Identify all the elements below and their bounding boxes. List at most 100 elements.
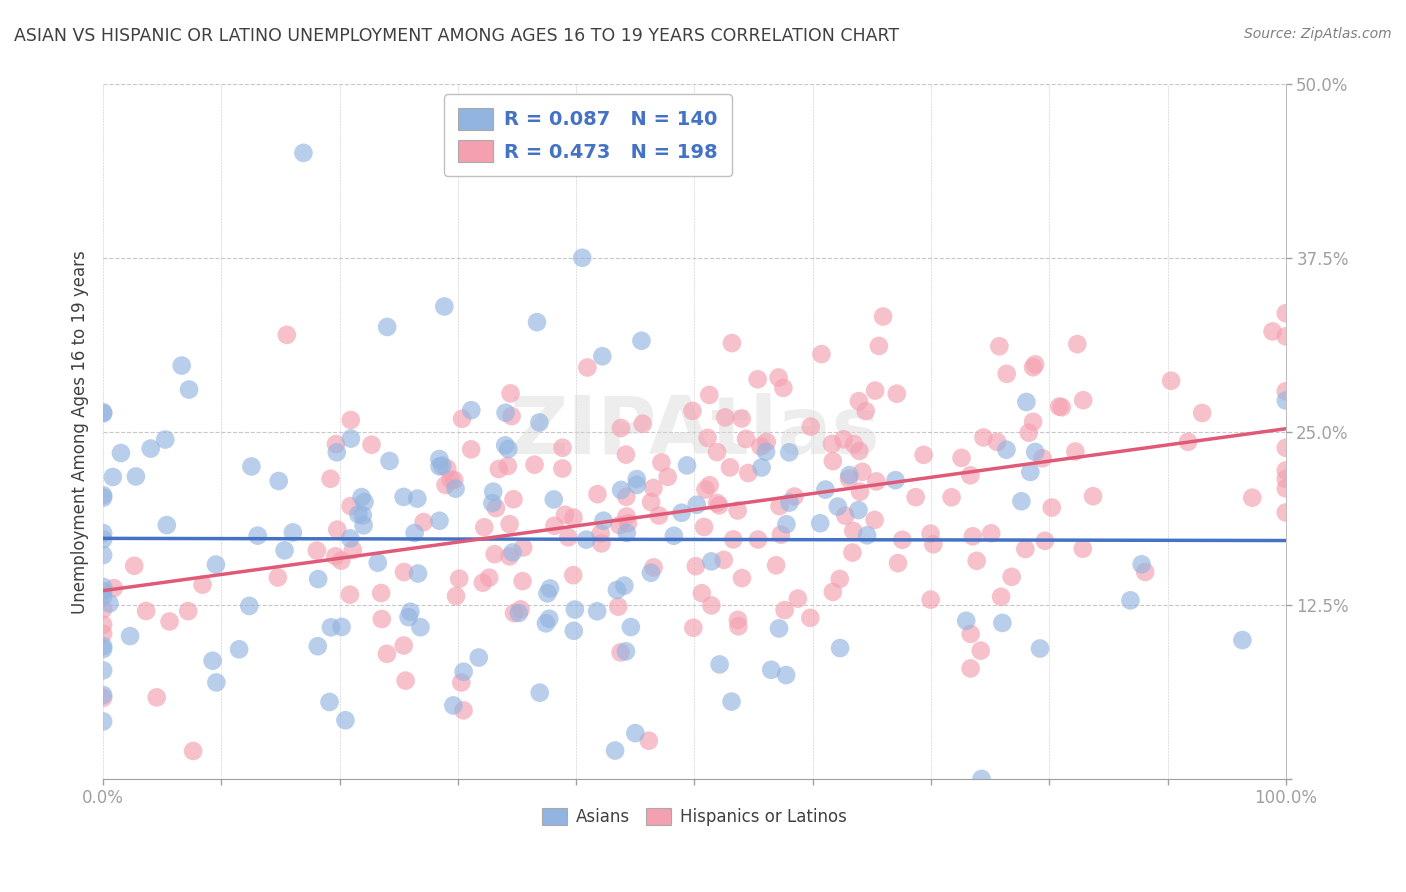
Point xyxy=(1029,641,1052,656)
Point xyxy=(450,675,472,690)
Point xyxy=(814,483,837,497)
Point xyxy=(1191,406,1213,420)
Text: Source: ZipAtlas.com: Source: ZipAtlas.com xyxy=(1244,27,1392,41)
Point xyxy=(339,588,361,602)
Point xyxy=(1022,360,1045,375)
Point xyxy=(1047,400,1070,414)
Point xyxy=(586,487,609,501)
Point xyxy=(360,438,382,452)
Point xyxy=(98,597,121,611)
Point xyxy=(318,695,340,709)
Point xyxy=(472,520,495,534)
Point xyxy=(273,543,295,558)
Point xyxy=(139,442,162,456)
Point xyxy=(607,599,630,614)
Point xyxy=(576,360,599,375)
Point xyxy=(451,411,474,425)
Point xyxy=(404,526,426,541)
Point xyxy=(498,442,520,456)
Point xyxy=(799,611,821,625)
Point xyxy=(353,518,375,533)
Point xyxy=(378,454,401,468)
Point xyxy=(800,419,823,434)
Point xyxy=(613,579,636,593)
Point xyxy=(444,589,467,603)
Point xyxy=(886,386,908,401)
Point xyxy=(614,644,637,658)
Point xyxy=(1024,445,1046,459)
Point xyxy=(292,145,315,160)
Point xyxy=(783,490,806,504)
Point xyxy=(305,543,328,558)
Point xyxy=(828,572,851,586)
Point xyxy=(159,615,181,629)
Point xyxy=(991,615,1014,630)
Point xyxy=(765,558,787,573)
Point xyxy=(340,432,363,446)
Point xyxy=(335,713,357,727)
Point xyxy=(768,622,790,636)
Point xyxy=(91,688,114,702)
Text: ASIAN VS HISPANIC OR LATINO UNEMPLOYMENT AMONG AGES 16 TO 19 YEARS CORRELATION C: ASIAN VS HISPANIC OR LATINO UNEMPLOYMENT… xyxy=(14,27,900,45)
Point xyxy=(980,526,1002,541)
Point xyxy=(205,558,228,572)
Point xyxy=(399,605,422,619)
Point xyxy=(643,560,665,574)
Point xyxy=(699,388,721,402)
Point xyxy=(848,394,870,409)
Point xyxy=(959,661,981,675)
Point xyxy=(392,639,415,653)
Point xyxy=(772,381,794,395)
Point xyxy=(551,461,574,475)
Point xyxy=(433,300,456,314)
Point xyxy=(427,452,450,467)
Point xyxy=(375,320,398,334)
Point xyxy=(91,488,114,502)
Point xyxy=(727,503,749,517)
Point xyxy=(267,474,290,488)
Point xyxy=(238,599,260,613)
Point xyxy=(240,459,263,474)
Point xyxy=(637,733,659,747)
Point xyxy=(1031,451,1053,466)
Point xyxy=(808,516,831,531)
Point xyxy=(1241,491,1264,505)
Point xyxy=(768,370,790,384)
Point xyxy=(325,437,347,451)
Point xyxy=(398,610,420,624)
Point xyxy=(643,481,665,495)
Point xyxy=(155,433,177,447)
Point xyxy=(1274,472,1296,486)
Point xyxy=(509,602,531,616)
Point xyxy=(1050,401,1073,415)
Point xyxy=(156,518,179,533)
Point xyxy=(325,549,347,564)
Point xyxy=(690,586,713,600)
Point xyxy=(830,641,852,656)
Point xyxy=(443,473,465,487)
Point xyxy=(562,624,585,638)
Point xyxy=(145,690,167,705)
Point xyxy=(534,616,557,631)
Point xyxy=(1040,500,1063,515)
Point xyxy=(832,432,855,446)
Point xyxy=(707,499,730,513)
Point xyxy=(554,508,576,522)
Point xyxy=(122,558,145,573)
Point xyxy=(682,621,704,635)
Point xyxy=(1133,565,1156,579)
Point xyxy=(485,501,508,516)
Point xyxy=(920,592,942,607)
Point xyxy=(562,568,585,582)
Point xyxy=(1015,395,1038,409)
Point xyxy=(347,508,370,522)
Point xyxy=(1274,441,1296,455)
Point xyxy=(851,465,873,479)
Point xyxy=(856,528,879,542)
Point xyxy=(648,508,671,523)
Point xyxy=(441,698,464,713)
Point xyxy=(676,458,699,473)
Point xyxy=(91,617,114,632)
Point xyxy=(941,490,963,504)
Point xyxy=(769,527,792,541)
